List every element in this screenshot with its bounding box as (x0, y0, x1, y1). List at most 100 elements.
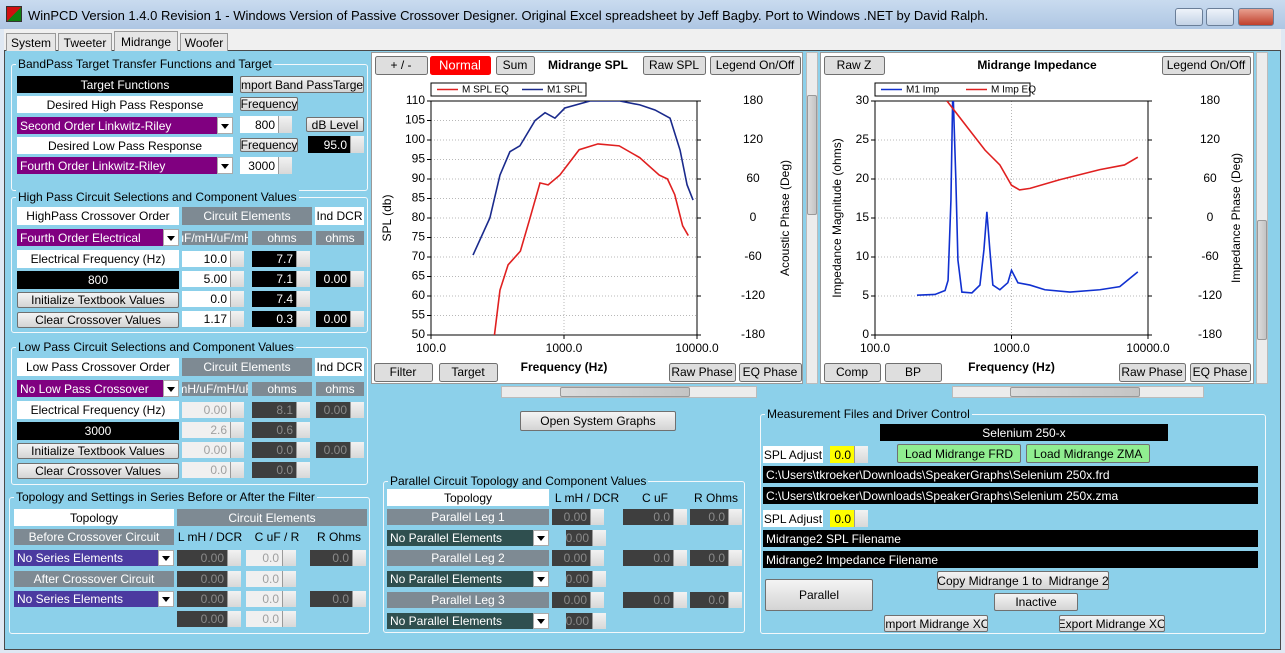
spin-input[interactable]: 7.4 (252, 291, 310, 307)
button[interactable]: Parallel (765, 579, 873, 611)
spin-input[interactable]: 3000 (240, 157, 292, 174)
chart-button[interactable] (710, 56, 801, 75)
chart-title: Midrange Impedance (977, 58, 1097, 72)
spin-input[interactable]: 95.0 (308, 136, 364, 153)
dropdown[interactable]: No Parallel Elements (387, 530, 549, 546)
scroll-thumb[interactable] (560, 387, 690, 397)
dropdown[interactable]: No Series Elements (14, 591, 174, 607)
plot-area (874, 100, 1149, 336)
button[interactable]: Load Midrange FRD (897, 444, 1021, 463)
chart-button[interactable] (375, 56, 428, 75)
label: HighPass Crossover Order (17, 207, 179, 225)
spin-input[interactable]: 5.00 (182, 271, 244, 287)
spin-input[interactable]: 0.00 (316, 271, 364, 287)
dropdown[interactable]: No Parallel Elements (387, 613, 549, 629)
x-tick-label: 10000.0 (675, 341, 719, 355)
button[interactable]: Initialize Textbook Values (17, 292, 179, 308)
button[interactable]: Initialize Textbook Values (17, 443, 179, 459)
chart-button-label[interactable]: Target (451, 365, 485, 379)
spin-input[interactable]: 0.3 (252, 311, 310, 327)
scroll-thumb[interactable] (1257, 220, 1267, 340)
button[interactable]: Inactive (994, 593, 1078, 611)
dropdown[interactable]: No Series Elements (14, 550, 174, 566)
chart-button-label[interactable]: BP (905, 365, 921, 379)
spin-input[interactable]: 1.17 (182, 311, 244, 327)
chart-button-label[interactable]: Raw Z (837, 58, 872, 72)
y2-tick-label: 60 (1203, 171, 1217, 185)
disabled-input: 0.0 (246, 611, 296, 627)
value-display: Target Functions (17, 76, 233, 93)
button[interactable]: Import Band PassTarget (240, 76, 364, 93)
chart-button[interactable] (824, 56, 885, 75)
dropdown[interactable]: No Parallel Elements (387, 571, 549, 587)
chart-button[interactable] (1190, 363, 1251, 382)
button[interactable]: Frequency (240, 138, 298, 152)
button[interactable]: dB Level (306, 117, 364, 132)
disabled-input: 0.0 (690, 509, 742, 525)
chart-button[interactable] (1162, 56, 1251, 75)
chart-button[interactable] (739, 363, 802, 382)
chart-button[interactable] (885, 363, 942, 382)
chart-button[interactable] (1119, 363, 1186, 382)
button[interactable]: Import Midrange XO (884, 615, 988, 632)
y2-axis-label: Impedance Phase (Deg) (1229, 153, 1243, 283)
scroll-thumb[interactable] (807, 95, 817, 215)
spin-input[interactable]: 7.7 (252, 251, 310, 267)
chart-button-label[interactable]: Legend On/Off (716, 58, 795, 72)
maximize-button[interactable] (1206, 8, 1234, 26)
y-tick-label: 105 (405, 113, 425, 127)
chart-button[interactable] (669, 363, 736, 382)
chart-button-label[interactable]: Raw SPL (649, 58, 699, 72)
spin-input[interactable]: 7.1 (252, 271, 310, 287)
spin-input[interactable]: 10.0 (182, 251, 244, 267)
chart-button-label[interactable]: Raw Phase (1121, 365, 1183, 379)
column-header: ohms (316, 382, 364, 396)
chart-button-label[interactable]: Comp (836, 365, 868, 379)
chart-button-label[interactable]: Sum (503, 58, 528, 72)
chart-button-label[interactable]: Legend On/Off (1167, 58, 1246, 72)
chart-button[interactable] (643, 56, 706, 75)
minimize-button[interactable] (1175, 8, 1203, 26)
spin-input[interactable]: 0.00 (316, 311, 364, 327)
y-tick-label: 5 (862, 288, 869, 302)
disabled-input: 8.1 (252, 402, 310, 418)
disabled-input: 0.00 (177, 550, 241, 566)
tab[interactable]: Tweeter (58, 33, 112, 51)
button[interactable]: Clear Crossover Values (17, 463, 179, 479)
chart-button-label[interactable]: + / - (390, 58, 411, 72)
y2-tick-label: -120 (741, 288, 765, 302)
button[interactable]: Copy Midrange 1 to Midrange 2 (937, 571, 1109, 590)
chart-button-label[interactable]: Filter (390, 365, 417, 379)
chart-button-label[interactable]: EQ Phase (1193, 365, 1248, 379)
tab[interactable]: System (6, 33, 56, 51)
spin-input[interactable]: 0.0 (830, 446, 868, 463)
dropdown[interactable]: Fourth Order Electrical (17, 229, 179, 246)
dropdown[interactable]: Second Order Linkwitz-Riley (17, 117, 233, 134)
button[interactable]: Export Midrange XO (1059, 615, 1165, 632)
chart-button[interactable] (374, 363, 433, 382)
button[interactable]: Load Midrange ZMA (1026, 444, 1150, 463)
button[interactable]: Clear Crossover Values (17, 312, 179, 328)
close-button[interactable] (1238, 8, 1274, 26)
title-bar (0, 0, 1285, 29)
chart-button[interactable] (496, 56, 535, 75)
legend-label: M1 Imp (906, 85, 940, 96)
tab[interactable]: Midrange (114, 31, 178, 51)
spin-input[interactable]: 800 (240, 116, 292, 133)
scroll-thumb[interactable] (1010, 387, 1140, 397)
chart-button-label[interactable]: Normal (439, 57, 481, 72)
chart-button[interactable] (824, 363, 881, 382)
dropdown[interactable]: Fourth Order Linkwitz-Riley (17, 157, 233, 174)
spin-input[interactable]: 0.0 (830, 510, 868, 527)
chart-button-label[interactable]: EQ Phase (743, 365, 798, 379)
button[interactable]: Frequency (240, 97, 298, 111)
tab[interactable]: Woofer (180, 33, 228, 51)
chart-button[interactable] (430, 56, 491, 75)
chart-button-label[interactable]: Raw Phase (671, 365, 733, 379)
y-tick-label: 10 (856, 249, 870, 263)
spin-input[interactable]: 0.0 (182, 291, 244, 307)
dropdown[interactable]: No Low Pass Crossover (17, 380, 179, 397)
button[interactable]: Open System Graphs (520, 411, 676, 431)
chart-button[interactable] (439, 363, 498, 382)
